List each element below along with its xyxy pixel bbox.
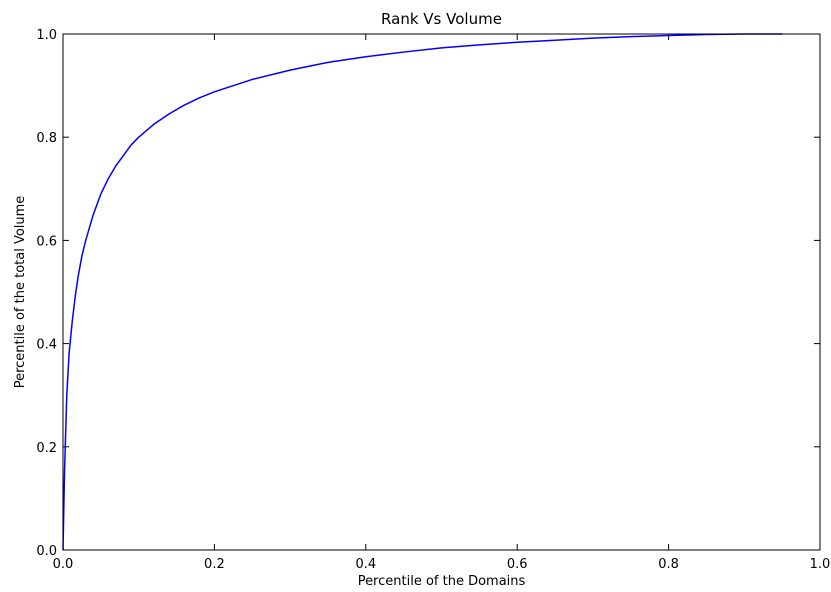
x-tick-label: 0.2 xyxy=(204,557,225,572)
y-tick-label: 0.2 xyxy=(36,441,57,456)
y-tick-label: 0.6 xyxy=(36,234,57,249)
y-tick-label: 1.0 xyxy=(36,28,57,43)
x-tick-label: 0.8 xyxy=(658,557,679,572)
y-tick-label: 0.0 xyxy=(36,544,57,559)
series-layer xyxy=(62,33,783,551)
x-axis-label: Percentile of the Domains xyxy=(358,574,526,589)
x-tick-label: 0.4 xyxy=(355,557,376,572)
series-line xyxy=(62,33,783,551)
y-tick-label: 0.8 xyxy=(36,131,57,146)
y-axis-ticks: 0.0 0.2 0.4 0.6 0.8 1.0 xyxy=(36,28,820,559)
chart-title: Rank Vs Volume xyxy=(381,10,502,28)
x-axis-ticks: 0.0 0.2 0.4 0.6 0.8 1.0 xyxy=(53,34,831,572)
y-axis-label: Percentile of the total Volume xyxy=(13,196,28,389)
y-tick-label: 0.4 xyxy=(36,338,57,353)
x-tick-label: 0.6 xyxy=(507,557,528,572)
plot-frame xyxy=(62,33,821,551)
x-tick-label: 0.0 xyxy=(53,557,74,572)
x-tick-label: 1.0 xyxy=(810,557,831,572)
